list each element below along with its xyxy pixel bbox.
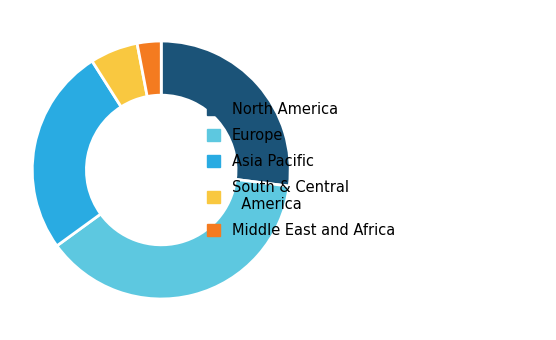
Wedge shape <box>137 41 161 97</box>
Wedge shape <box>161 41 290 186</box>
Wedge shape <box>32 61 121 246</box>
Wedge shape <box>92 43 147 107</box>
Wedge shape <box>57 180 289 299</box>
Legend: North America, Europe, Asia Pacific, South & Central
  America, Middle East and : North America, Europe, Asia Pacific, Sou… <box>207 102 395 238</box>
